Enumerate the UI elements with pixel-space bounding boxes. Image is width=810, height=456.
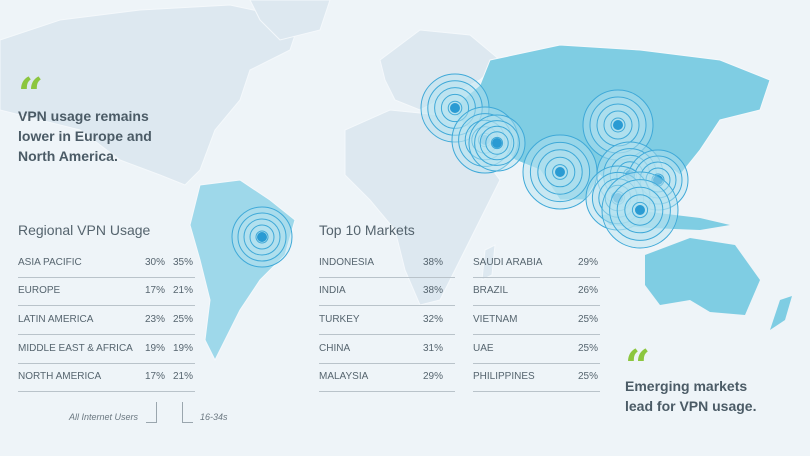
greenland [249,0,331,41]
cell-value: 21% [172,285,193,296]
market-value: 38% [422,285,443,296]
market-name: INDIA [319,285,346,296]
market-name: TURKEY [319,314,360,325]
quote-line: lead for VPN usage. [625,398,757,414]
row-separator [18,391,195,392]
row-label: LATIN AMERICA [18,314,94,325]
madagascar [481,244,496,281]
indonesia [600,212,730,230]
row-separator [18,305,195,306]
cell-value: 17% [144,371,165,382]
cell-value: 19% [144,343,165,354]
cell-value: 21% [172,371,193,382]
legend-bracket [182,402,193,423]
market-value: 29% [422,371,443,382]
row-separator [473,334,600,335]
market-name: SAUDI ARABIA [473,257,543,268]
australia [645,238,760,315]
market-value: 25% [577,314,598,325]
cell-value: 25% [172,314,193,325]
market-value: 25% [577,343,598,354]
row-separator [319,334,455,335]
market-value: 31% [422,343,443,354]
cell-value: 30% [144,257,165,268]
row-separator [319,305,455,306]
cell-value: 35% [172,257,193,268]
row-separator [473,363,600,364]
table-title: Regional VPN Usage [18,222,151,238]
row-separator [473,305,600,306]
market-value: 25% [577,371,598,382]
market-name: VIETNAM [473,314,518,325]
row-separator [319,277,455,278]
quote-line: VPN usage remains [18,108,149,124]
quote-icon: “ [625,341,651,392]
quote-icon: “ [18,69,44,120]
market-name: INDONESIA [319,257,375,268]
market-name: BRAZIL [473,285,509,296]
table-title: Top 10 Markets [319,222,415,238]
market-dot [635,205,645,215]
market-dot [555,167,565,177]
row-label: MIDDLE EAST & AFRICA [18,343,133,354]
south-america [189,179,296,362]
africa [344,109,501,306]
market-dot [450,103,460,113]
market-name: PHILIPPINES [473,371,535,382]
europe [379,29,501,111]
row-separator [18,277,195,278]
quote-line: Emerging markets [625,378,748,394]
new-zealand [770,296,792,330]
market-dot [613,120,623,130]
row-separator [473,391,600,392]
market-value: 26% [577,285,598,296]
quote-line: North America. [18,148,118,164]
row-separator [319,363,455,364]
row-separator [18,363,195,364]
quote: VPN usage remains lower in Europe and Nort… [18,106,152,166]
market-dot [492,138,502,148]
market-value: 38% [422,257,443,268]
quote: Emerging markets lead for VPN usage. [625,376,756,416]
row-label: EUROPE [18,285,61,296]
market-value: 32% [422,314,443,325]
market-name: CHINA [319,343,351,354]
row-label: ASIA PACIFIC [18,257,82,268]
row-label: NORTH AMERICA [18,371,102,382]
row-separator [319,391,455,392]
cell-value: 17% [144,285,165,296]
legend-label: All Internet Users [68,412,138,422]
quote-line: lower in Europe and [18,128,152,144]
north-america [0,4,301,186]
market-name: MALAYSIA [319,371,369,382]
market-dot [613,193,623,203]
market-dot [257,232,267,242]
market-value: 29% [577,257,598,268]
row-separator [18,334,195,335]
row-separator [473,277,600,278]
legend-label: 16-34s [200,412,228,422]
cell-value: 19% [172,343,193,354]
cell-value: 23% [144,314,165,325]
legend-bracket [146,402,157,423]
market-name: UAE [473,343,494,354]
